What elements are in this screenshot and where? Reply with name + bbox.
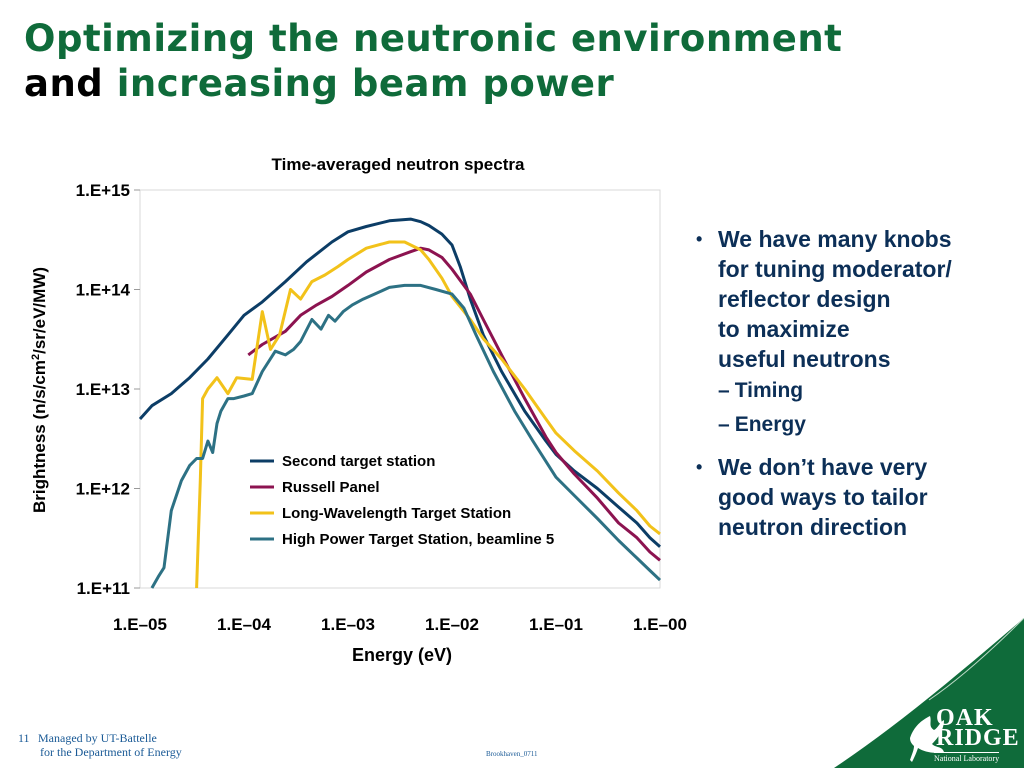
series-lines <box>138 217 662 589</box>
title-and: and <box>24 62 104 105</box>
series-line-4 <box>150 283 662 589</box>
oak-leaf-logo-icon <box>910 716 944 762</box>
x-tick-label: 1.E–00 <box>633 615 687 634</box>
x-tick-label: 1.E–03 <box>321 615 375 634</box>
y-tick-label: 1.E+11 <box>77 579 130 598</box>
footer-line-1: 11 Managed by UT-Battelle <box>18 731 182 745</box>
footer-managed: Managed by UT-Battelle <box>38 731 157 745</box>
x-axis-label: Energy (eV) <box>352 645 452 665</box>
slide-footer: 11 Managed by UT-Battelle for the Departm… <box>18 731 182 759</box>
series-line-3 <box>195 240 661 589</box>
footer-code: Brookhaven_0711 <box>486 750 538 758</box>
chart-legend: Second target station Russell Panel Long-W… <box>250 453 554 548</box>
neutron-spectra-chart: Time-averaged neutron spectra 1.E+151.E+… <box>30 155 687 665</box>
y-label-part-2: /sr/eV/MW) <box>30 267 49 354</box>
title-line-1: Optimizing the neutronic environment <box>24 17 843 60</box>
sub-dash: – <box>718 413 730 436</box>
legend-label: Second target station <box>282 453 435 470</box>
legend-label: High Power Target Station, beamline 5 <box>282 531 554 548</box>
series-line-2 <box>247 246 661 562</box>
bullet-text-1: We have many knobs for tuning moderator/… <box>718 226 952 372</box>
y-axis: 1.E+15 1.E+14 1.E+13 1.E+12 1.E+11 <box>76 181 140 598</box>
x-tick-label: 1.E–02 <box>425 615 479 634</box>
corner-decoration <box>834 618 1024 768</box>
y-label-part-1: Brightness (n/s/cm <box>30 360 49 513</box>
x-tick-label: 1.E–01 <box>529 615 583 634</box>
x-tick-label: 1.E–04 <box>217 615 271 634</box>
logo-subtitle: National Laboratory <box>934 752 1000 763</box>
title-line-2-text: increasing beam power <box>116 62 615 105</box>
y-tick-label: 1.E+12 <box>76 480 130 499</box>
bullet-item-2: • We don’t have very good ways to tailor… <box>694 452 994 542</box>
sub-item-timing: – Timing <box>718 374 994 408</box>
bullet-dot: • <box>696 457 703 477</box>
x-tick-label: 1.E–05 <box>113 615 167 634</box>
sub-dash: – <box>718 379 730 402</box>
footer-line-2: for the Department of Energy <box>40 745 182 759</box>
bullet-item-1: • We have many knobs for tuning moderato… <box>694 224 994 442</box>
logo-word-ridge: RIDGE <box>936 725 1020 751</box>
sub-item-energy: – Energy <box>718 408 994 442</box>
plot-area <box>139 189 661 589</box>
chart-title: Time-averaged neutron spectra <box>272 155 525 174</box>
bullet-dot: • <box>696 229 703 249</box>
title-line-2: and increasing beam power <box>24 61 842 106</box>
legend-label: Long-Wavelength Target Station <box>282 505 511 522</box>
logo-word-oak: OAK <box>936 705 994 731</box>
bullet-text-2: We don’t have very good ways to tailor n… <box>718 454 928 540</box>
y-tick-label: 1.E+15 <box>76 181 130 200</box>
sub-item-label: Timing <box>734 379 804 402</box>
x-axis: 1.E–05 1.E–04 1.E–03 1.E–02 1.E–01 1.E–00 <box>113 615 687 634</box>
y-axis-label: Brightness (n/s/cm2/sr/eV/MW) <box>30 267 49 513</box>
y-tick-label: 1.E+13 <box>76 380 130 399</box>
page-number: 11 <box>18 731 30 745</box>
sub-item-label: Energy <box>734 413 806 436</box>
slide-title: Optimizing the neutronic environment and… <box>24 16 842 106</box>
bullet-list: • We have many knobs for tuning moderato… <box>694 224 994 548</box>
y-tick-label: 1.E+14 <box>76 281 131 300</box>
y-label-superscript: 2 <box>30 354 42 360</box>
legend-label: Russell Panel <box>282 479 380 496</box>
